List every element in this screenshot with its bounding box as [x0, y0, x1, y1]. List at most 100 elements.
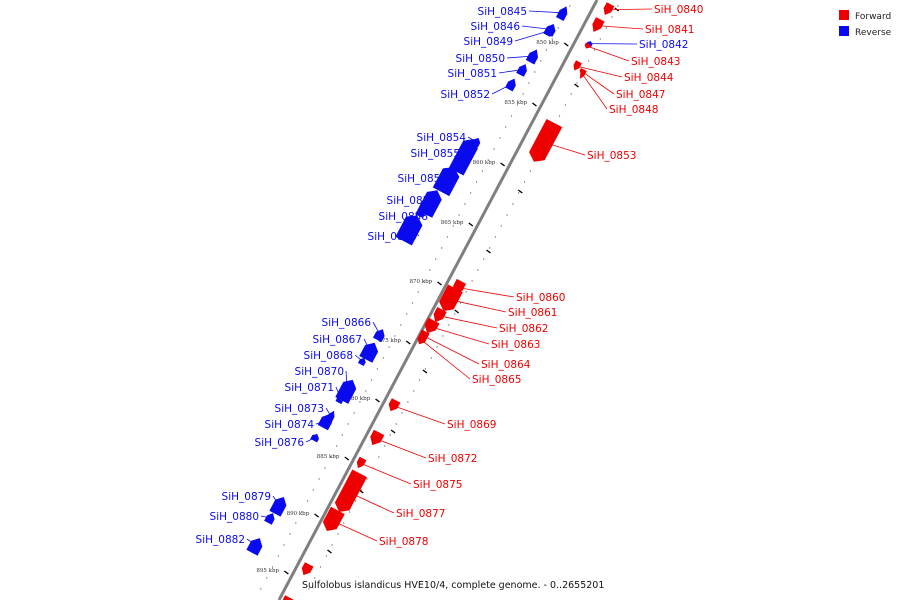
gene-arrow-sih_0851[interactable]	[516, 64, 527, 77]
gene-arrow-sih_0869[interactable]	[388, 398, 401, 412]
gene-label-sih_0847[interactable]: SiH_0847	[616, 89, 665, 101]
guide-dot-right	[588, 60, 590, 62]
guide-dot-left	[353, 412, 355, 414]
gene-arrow-sih_0856[interactable]	[432, 167, 460, 197]
gene-arrow-sih_0863[interactable]	[424, 317, 440, 334]
gene-arrow-sih_0845[interactable]	[555, 6, 568, 22]
gene-label-sih_0859[interactable]: SiH_0859	[368, 231, 417, 243]
gene-label-sih_0853[interactable]: SiH_0853	[587, 150, 636, 162]
gene-arrow-sih_0871[interactable]	[335, 393, 344, 405]
gene-label-sih_0871[interactable]: SiH_0871	[285, 382, 334, 394]
gene-arrow-sih_0862[interactable]	[433, 306, 447, 323]
gene-label-sih_0849[interactable]: SiH_0849	[464, 36, 513, 48]
gene-label-sih_0842[interactable]: SiH_0842	[639, 39, 688, 51]
gene-label-sih_0858[interactable]: SiH_0858	[379, 211, 428, 223]
guide-dot-right	[448, 324, 450, 326]
leader-line-sih_0878	[332, 520, 378, 542]
gene-arrow-sih_0840[interactable]	[603, 2, 615, 16]
gene-arrow-sih_0861[interactable]	[439, 284, 463, 312]
leader-line-sih_0868	[354, 354, 363, 362]
gene-arrow-sih_0859[interactable]	[395, 215, 423, 246]
gene-label-sih_0845[interactable]: SiH_0845	[478, 6, 527, 18]
gene-label-sih_0865[interactable]: SiH_0865	[472, 374, 521, 386]
leader-line-sih_0858	[420, 212, 431, 217]
gene-label-sih_0877[interactable]: SiH_0877	[396, 508, 445, 520]
gene-arrow-sih_0857[interactable]	[417, 190, 442, 218]
gene-label-sih_0861[interactable]: SiH_0861	[508, 307, 557, 319]
gene-label-sih_0880[interactable]: SiH_0880	[210, 511, 259, 523]
guide-dot-left	[452, 225, 454, 227]
gene-arrow-sih_0878[interactable]	[322, 506, 345, 532]
gene-label-sih_0874[interactable]: SiH_0874	[265, 419, 315, 431]
gene-arrow-sih_0874[interactable]	[317, 413, 333, 431]
guide-dot-right	[488, 247, 491, 249]
guide-dot-left	[260, 588, 262, 590]
gene-arrow-sih_0880[interactable]	[264, 513, 275, 525]
guide-dot-left	[545, 49, 548, 51]
gene-label-sih_0856[interactable]: SiH_0856	[398, 173, 448, 185]
gene-label-sih_0844[interactable]: SiH_0844	[624, 72, 674, 84]
gene-label-sih_0882[interactable]: SiH_0882	[196, 534, 245, 546]
scale-tick	[468, 222, 474, 227]
gene-arrow-sih_0879[interactable]	[269, 497, 287, 517]
gene-arrow-sih_0882[interactable]	[246, 538, 263, 556]
gene-label-sih_0851[interactable]: SiH_0851	[448, 68, 497, 80]
gene-label-sih_0840[interactable]: SiH_0840	[654, 4, 703, 16]
guide-dot-left	[458, 214, 460, 216]
gene-arrow-sih_0853[interactable]	[529, 118, 563, 162]
gene-label-sih_0870[interactable]: SiH_0870	[295, 366, 344, 378]
gene-arrow-sih_0876[interactable]	[310, 434, 320, 443]
guide-dot-left	[446, 236, 449, 238]
gene-label-sih_0862[interactable]: SiH_0862	[499, 323, 548, 335]
gene-label-sih_0864[interactable]: SiH_0864	[481, 359, 531, 371]
gene-arrow[interactable]	[301, 562, 314, 576]
gene-label-sih_0869[interactable]: SiH_0869	[447, 419, 496, 431]
scale-tick	[283, 570, 289, 575]
gene-arrow-sih_0875[interactable]	[356, 456, 367, 469]
guide-dot-left	[411, 302, 414, 304]
leader-line-sih_0846	[521, 25, 551, 30]
gene-label-sih_0876[interactable]: SiH_0876	[255, 437, 305, 449]
guide-dot-left	[300, 511, 303, 513]
guide-dot-left	[283, 544, 285, 546]
gene-label-sih_0879[interactable]: SiH_0879	[222, 491, 271, 503]
leader-line-sih_0882	[246, 538, 257, 546]
gene-arrow-sih_0855[interactable]	[448, 139, 478, 176]
gene-label-sih_0850[interactable]: SiH_0850	[456, 53, 505, 65]
gene-label-sih_0843[interactable]: SiH_0843	[631, 56, 680, 68]
gene-arrow-sih_0866[interactable]	[372, 329, 385, 343]
gene-label-sih_0852[interactable]: SiH_0852	[441, 89, 490, 101]
gene-label-sih_0848[interactable]: SiH_0848	[609, 104, 658, 116]
gene-arrow-sih_0877[interactable]	[334, 469, 368, 512]
gene-label-sih_0867[interactable]: SiH_0867	[313, 334, 362, 346]
gene-arrow[interactable]	[282, 595, 294, 600]
label-layer: SiH_0840 SiH_0841 SiH_0842 SiH_0843 SiH_0844…	[196, 4, 704, 548]
gene-label-sih_0873[interactable]: SiH_0873	[275, 403, 324, 415]
gene-arrow-sih_0872[interactable]	[370, 429, 385, 446]
gene-label-sih_0872[interactable]: SiH_0872	[428, 453, 477, 465]
gene-label-sih_0868[interactable]: SiH_0868	[304, 350, 353, 362]
gene-arrow-sih_0850[interactable]	[525, 49, 539, 65]
gene-label-sih_0875[interactable]: SiH_0875	[413, 479, 462, 491]
gene-label-sih_0854[interactable]: SiH_0854	[417, 132, 467, 144]
gene-arrow-sih_0868[interactable]	[357, 357, 366, 367]
leader-line-sih_0875	[360, 462, 412, 485]
gene-arrow-sih_0841[interactable]	[592, 17, 605, 33]
tick-layer: 850 kbp 855 kbp 860 kbp 865 kbp 870 kbp 875 k…	[256, 7, 620, 575]
leader-line-sih_0841	[596, 25, 644, 30]
guide-dot-right	[413, 390, 415, 392]
gene-label-sih_0855[interactable]: SiH_0855	[411, 148, 460, 160]
gene-arrow-sih_0858[interactable]	[415, 209, 425, 219]
gene-label-sih_0866[interactable]: SiH_0866	[322, 317, 372, 329]
gene-label-sih_0878[interactable]: SiH_0878	[379, 536, 428, 548]
guide-dot-left	[569, 5, 571, 7]
gene-label-sih_0857[interactable]: SiH_0857	[387, 195, 436, 207]
gene-label-sih_0841[interactable]: SiH_0841	[645, 24, 694, 36]
gene-label-sih_0863[interactable]: SiH_0863	[491, 339, 540, 351]
scale-tick-label: 875 kbp	[378, 338, 401, 344]
gene-label-sih_0860[interactable]: SiH_0860	[516, 292, 565, 304]
gene-label-sih_0846[interactable]: SiH_0846	[471, 21, 521, 33]
guide-dot-left	[295, 522, 297, 524]
feature-dash	[574, 83, 579, 88]
gene-arrow-sih_0844[interactable]	[573, 60, 582, 71]
